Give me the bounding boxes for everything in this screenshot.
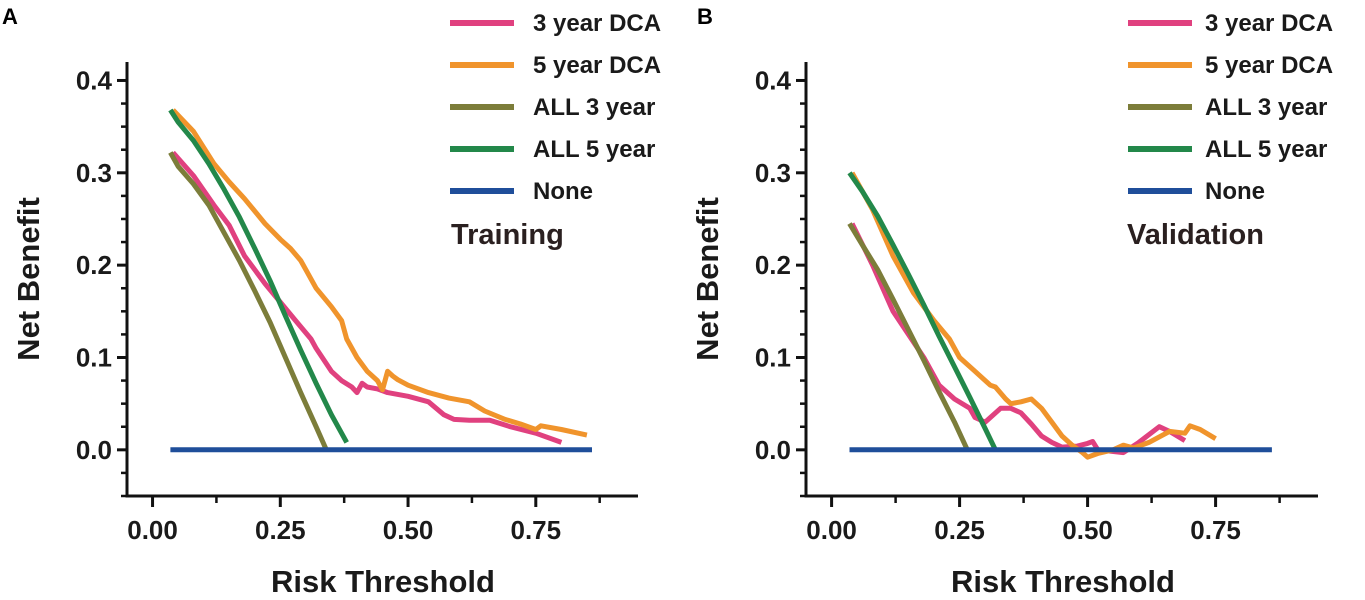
legend-label: 3 year DCA bbox=[533, 10, 661, 37]
legend-label: 5 year DCA bbox=[1205, 52, 1333, 79]
legend-label: ALL 5 year bbox=[533, 136, 655, 163]
series-layer bbox=[168, 108, 592, 453]
legend: 3 year DCA 5 year DCA ALL 3 year ALL 5 year… bbox=[1128, 10, 1333, 205]
x-tick-label: 0.00 bbox=[806, 515, 857, 545]
y-tick-label: 0.3 bbox=[755, 158, 791, 188]
legend: 3 year DCA 5 year DCA ALL 3 year ALL 5 year… bbox=[450, 10, 661, 205]
y-tick-label: 0.4 bbox=[755, 65, 792, 95]
x-tick-label: 0.25 bbox=[934, 515, 985, 545]
panel-title: Validation bbox=[1127, 219, 1264, 251]
y-tick-label: 0.4 bbox=[76, 65, 113, 95]
x-axis-title: Risk Threshold bbox=[271, 564, 495, 599]
x-tick-label: 0.75 bbox=[1190, 515, 1241, 545]
panel-title: Training bbox=[451, 219, 564, 251]
x-tick-label: 0.25 bbox=[255, 515, 306, 545]
y-tick-label: 0.0 bbox=[76, 435, 112, 465]
series-line-all-5-year bbox=[847, 171, 998, 451]
series-layer bbox=[847, 171, 1272, 460]
legend-label: 5 year DCA bbox=[533, 52, 661, 79]
y-tick-label: 0.1 bbox=[76, 342, 112, 372]
y-tick-label: 0.1 bbox=[755, 342, 791, 372]
series-line-3-year-dca bbox=[171, 150, 563, 445]
series-line-all-3-year bbox=[168, 151, 329, 451]
y-tick-label: 0.2 bbox=[76, 250, 112, 280]
series-line-5-year-dca bbox=[171, 108, 588, 438]
y-axis-title: Net Benefit bbox=[690, 197, 725, 361]
axes: 0.0 0.1 0.2 0.3 0.4 0.00 0.25 0.50 0.75 bbox=[76, 62, 638, 545]
series-line-5-year-dca bbox=[849, 171, 1217, 460]
legend-label: ALL 3 year bbox=[533, 94, 655, 121]
legend-label: ALL 5 year bbox=[1205, 136, 1327, 163]
y-tick-label: 0.2 bbox=[755, 250, 791, 280]
legend-label: None bbox=[533, 178, 593, 205]
series-line-all-3-year bbox=[847, 222, 970, 451]
panel-letter: B bbox=[697, 4, 713, 29]
y-axis-title: Net Benefit bbox=[11, 197, 46, 361]
panel-training: A Net Benefit Risk Threshold Training 0.… bbox=[2, 4, 661, 599]
y-tick-label: 0.3 bbox=[76, 158, 112, 188]
x-tick-label: 0.50 bbox=[383, 515, 434, 545]
x-tick-label: 0.50 bbox=[1062, 515, 1113, 545]
legend-label: 3 year DCA bbox=[1205, 10, 1333, 37]
legend-label: None bbox=[1205, 178, 1265, 205]
axes: 0.0 0.1 0.2 0.3 0.4 0.00 0.25 0.50 0.75 bbox=[755, 62, 1318, 545]
x-tick-label: 0.00 bbox=[127, 515, 178, 545]
y-tick-label: 0.0 bbox=[755, 435, 791, 465]
panel-letter: A bbox=[2, 4, 18, 29]
panel-validation: B Net Benefit Risk Threshold Validation … bbox=[690, 4, 1333, 599]
x-tick-label: 0.75 bbox=[510, 515, 561, 545]
series-line-all-5-year bbox=[168, 108, 349, 444]
x-axis-title: Risk Threshold bbox=[951, 564, 1175, 599]
legend-label: ALL 3 year bbox=[1205, 94, 1327, 121]
